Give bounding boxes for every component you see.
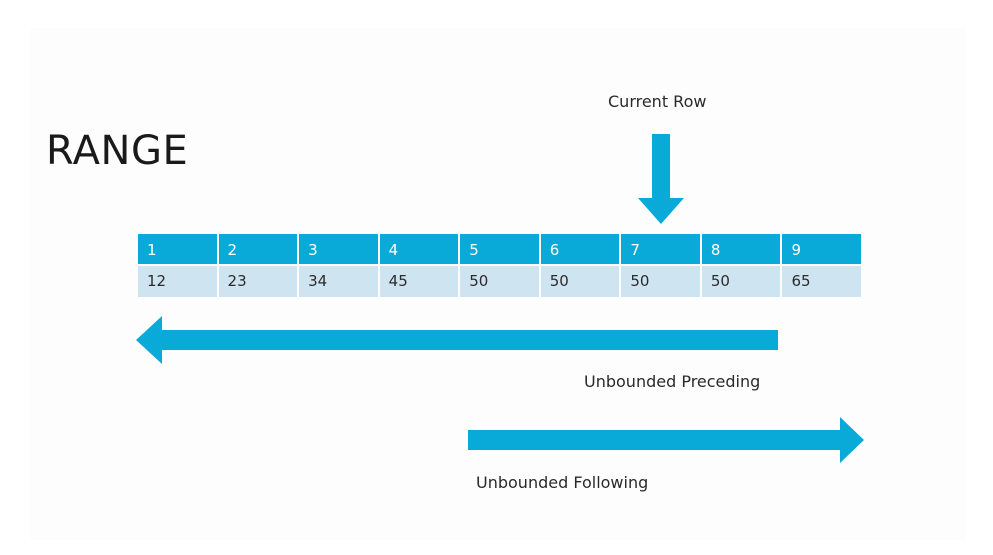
row-value-cell: 45 (379, 266, 459, 297)
row-number-cell: 4 (379, 234, 459, 264)
current-row-label: Current Row (608, 92, 707, 111)
row-value-cell: 50 (621, 266, 700, 297)
row-table: 1 2 3 4 5 6 7 8 9 12 23 34 45 50 50 50 5… (138, 234, 861, 297)
row-number-cell: 7 (621, 234, 700, 264)
row-number-cell: 3 (299, 234, 378, 264)
row-value-cell: 50 (540, 266, 620, 297)
slide-title: RANGE (46, 128, 189, 174)
row-value-cell: 50 (701, 266, 781, 297)
row-number-cell: 1 (138, 234, 217, 264)
unbounded-preceding-arrow (136, 316, 778, 364)
row-value-cell: 12 (138, 266, 217, 297)
row-value-cell: 23 (218, 266, 298, 297)
current-row-down-arrow (638, 134, 684, 224)
row-value-cell: 50 (460, 266, 539, 297)
row-number-cell: 2 (218, 234, 298, 264)
row-value-cell: 65 (782, 266, 861, 297)
row-number-cell: 9 (782, 234, 861, 264)
row-value-cell: 34 (299, 266, 378, 297)
row-number-cell: 8 (701, 234, 781, 264)
unbounded-following-label: Unbounded Following (476, 473, 649, 492)
row-number-cell: 6 (540, 234, 620, 264)
unbounded-following-arrow (468, 417, 864, 463)
unbounded-preceding-label: Unbounded Preceding (584, 372, 761, 391)
row-number-cell: 5 (460, 234, 539, 264)
